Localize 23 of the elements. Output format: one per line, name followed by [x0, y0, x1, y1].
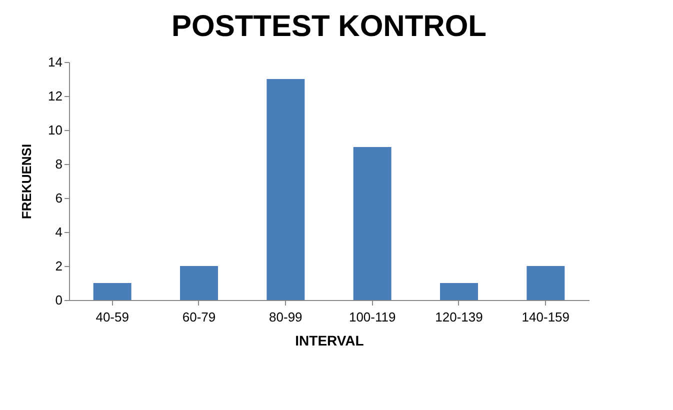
y-tick-label: 8 [55, 156, 62, 172]
bar [353, 147, 392, 300]
y-tick-label: 0 [55, 292, 62, 308]
y-tick-label: 14 [48, 54, 62, 70]
x-tick-label: 140-159 [522, 310, 570, 324]
x-tick-label: 120-139 [435, 310, 483, 324]
bar [526, 266, 565, 300]
x-tick-label: 40-59 [96, 310, 129, 324]
bar [93, 283, 132, 300]
bar [266, 79, 305, 300]
x-tick-label: 80-99 [269, 310, 302, 324]
y-tick-label: 12 [48, 88, 62, 104]
y-tick-label: 4 [55, 224, 62, 240]
chart-title: POSTTEST KONTROL [172, 10, 486, 43]
x-axis-title: INTERVAL [295, 332, 364, 348]
bar [440, 283, 478, 300]
y-tick-label: 2 [55, 258, 62, 274]
y-axis-title: FREKUENSI [19, 144, 34, 220]
bar [180, 266, 218, 300]
x-tick-label: 60-79 [182, 310, 216, 324]
y-tick-label: 10 [48, 122, 62, 138]
y-tick-label: 6 [55, 190, 62, 206]
x-tick-label: 100-119 [348, 310, 396, 324]
